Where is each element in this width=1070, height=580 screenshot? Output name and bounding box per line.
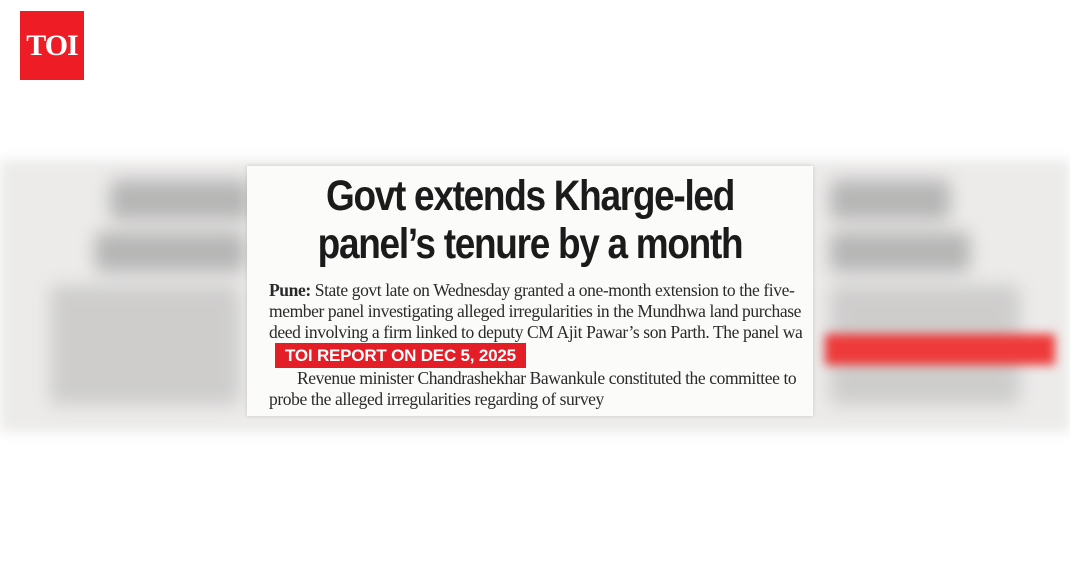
blurred-headline-right-2 [830,232,970,272]
blurred-headline-left [110,180,250,220]
blurred-headline-right [830,180,950,220]
blurred-headline-left-2 [95,232,245,272]
dateline: Pune: [269,280,311,300]
headline: Govt extends Kharge-led panel’s tenure b… [287,172,774,268]
headline-line-2: panel’s tenure by a month [317,220,744,268]
paragraph-1-text: State govt late on Wednesday granted a o… [269,280,803,342]
blurred-body-left [50,285,240,405]
newspaper-clipping: Govt extends Kharge-led panel’s tenure b… [247,166,813,416]
report-date-tag: TOI REPORT ON DEC 5, 2025 [275,343,526,368]
article-body: Pune: State govt late on Wednesday grant… [269,280,804,410]
paragraph-1: Pune: State govt late on Wednesday grant… [269,280,804,368]
headline-line-1: Govt extends Kharge-led [325,172,735,220]
paragraph-2: Revenue minister Chandrashekhar Bawankul… [269,368,797,409]
toi-logo[interactable]: TOI [20,11,84,80]
blurred-tag [825,334,1055,365]
